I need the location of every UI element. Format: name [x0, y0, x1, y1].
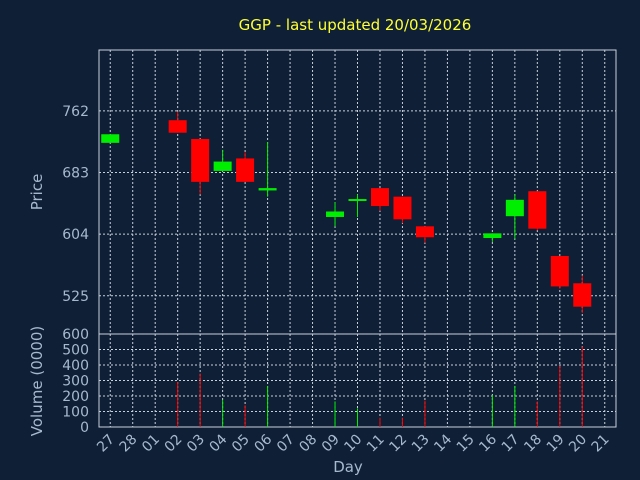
- candle-body: [101, 134, 120, 143]
- chart-title: GGP - last updated 20/03/2026: [239, 16, 472, 34]
- volume-tick-label: 600: [62, 327, 89, 343]
- volume-bars: [177, 346, 583, 427]
- candle-body: [415, 226, 434, 238]
- x-axis-ticks: 2728010203040506070809101112131415161718…: [94, 431, 612, 455]
- price-tick-label: 525: [62, 289, 89, 305]
- candle-body: [236, 158, 255, 182]
- candle-body: [258, 188, 277, 191]
- volume-tick-label: 100: [62, 405, 89, 421]
- candle-body: [213, 161, 232, 171]
- candles: [101, 111, 592, 313]
- volume-tick-label: 0: [80, 420, 89, 436]
- price-tick-label: 604: [62, 227, 89, 243]
- candle-body: [483, 233, 502, 239]
- price-tick-label: 683: [62, 165, 89, 181]
- candle-body: [326, 211, 345, 217]
- candle-body: [505, 199, 524, 217]
- candle-body: [168, 120, 187, 133]
- volume-tick-label: 400: [62, 358, 89, 374]
- volume-tick-label: 200: [62, 389, 89, 405]
- volume-axis-label: Volume (0000): [28, 326, 46, 436]
- price-tick-label: 762: [62, 104, 89, 120]
- candle-body: [393, 196, 412, 220]
- x-axis-label: Day: [333, 458, 363, 476]
- candle-body: [370, 188, 389, 207]
- volume-tick-label: 500: [62, 343, 89, 359]
- candle-body: [528, 191, 547, 229]
- volume-tick-label: 300: [62, 374, 89, 390]
- candle-body: [191, 138, 210, 182]
- price-axis-label: Price: [28, 174, 46, 211]
- candle-body: [550, 255, 569, 287]
- price-axis-ticks: 525 604 683 762: [62, 104, 89, 305]
- candle-body: [348, 199, 367, 202]
- candle-body: [573, 283, 592, 307]
